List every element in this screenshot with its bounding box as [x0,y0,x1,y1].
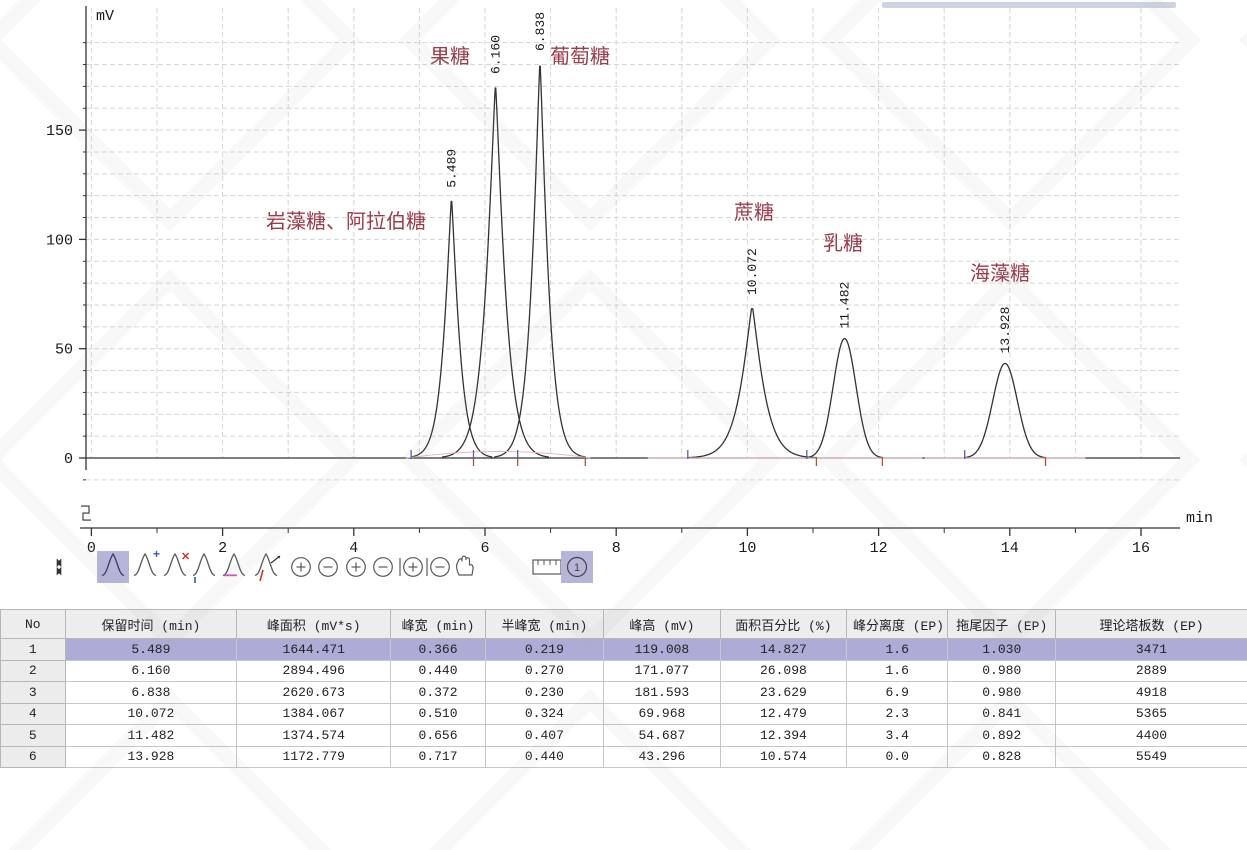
svg-text:50: 50 [55,342,73,359]
svg-text:14: 14 [1001,540,1019,557]
svg-text:6.160: 6.160 [489,35,504,74]
svg-text:13.928: 13.928 [998,307,1013,354]
svg-text:6: 6 [480,540,489,557]
svg-text:果糖: 果糖 [430,45,470,68]
svg-text:4: 4 [349,540,358,557]
svg-text:mV: mV [96,8,114,25]
svg-text:16: 16 [1132,540,1150,557]
svg-text:岩藻糖、阿拉伯糖: 岩藻糖、阿拉伯糖 [266,210,426,233]
svg-text:100: 100 [46,232,73,249]
svg-text:葡萄糖: 葡萄糖 [550,45,610,68]
svg-text:1: 1 [574,562,580,574]
svg-text:蔗糖: 蔗糖 [734,201,774,224]
svg-text:+: + [153,547,160,561]
svg-text:150: 150 [46,123,73,140]
svg-text:8: 8 [612,540,621,557]
svg-text:海藻糖: 海藻糖 [970,262,1030,285]
svg-text:12: 12 [870,540,888,557]
svg-text:10: 10 [738,540,756,557]
svg-text:10.072: 10.072 [745,248,760,295]
svg-text:11.482: 11.482 [838,282,853,329]
svg-text:乳糖: 乳糖 [823,232,863,255]
svg-text:0: 0 [87,540,96,557]
svg-text:2: 2 [218,540,227,557]
svg-text:0: 0 [64,451,73,468]
svg-text:6.838: 6.838 [533,12,548,51]
svg-text:5.489: 5.489 [445,149,460,188]
svg-text:✕: ✕ [181,551,190,563]
svg-text:min: min [1186,510,1213,527]
